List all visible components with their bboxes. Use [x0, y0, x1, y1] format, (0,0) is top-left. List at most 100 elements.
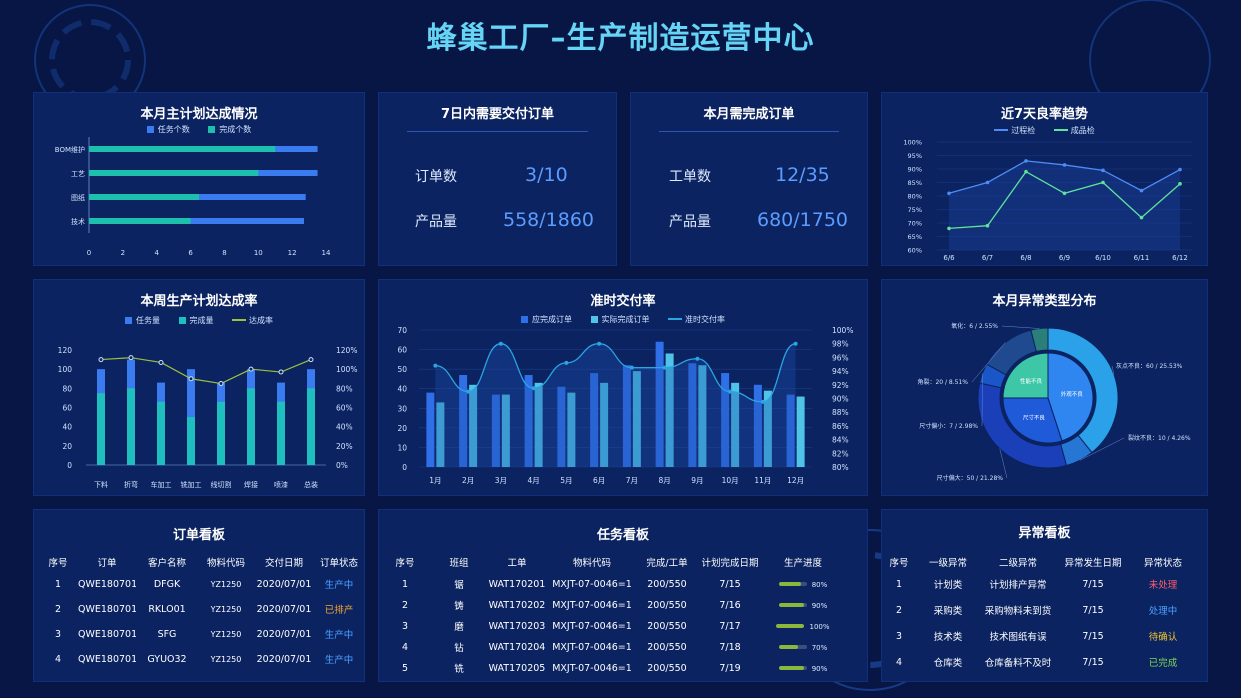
y2-tick-label: 100% [336, 365, 357, 374]
data-point [248, 366, 254, 372]
monthly-plan-panel: 本月主计划达成情况 任务个数 完成个数 0 2 4 6 8 10 12 14 BOM维护 工艺 图纸… [33, 92, 365, 266]
y2-tick-label: 84% [832, 436, 849, 445]
bar [217, 401, 225, 465]
table-row[interactable]: 3 QWE180701 SFG YZ1250 2020/07/01 生产中 [38, 627, 366, 642]
level2-anomaly: 仓库备料不及时 [984, 658, 1052, 669]
bar [665, 353, 674, 467]
data-point [629, 365, 634, 370]
x-tick-label: 2 [121, 249, 125, 257]
y2-tick-label: 94% [832, 367, 849, 376]
table-row[interactable]: 3 磨 WAT170203 MXJT-07-0046=1 200/550 7/17 100% [379, 619, 869, 634]
y-tick-label: 95% [908, 152, 922, 160]
bar [721, 373, 730, 467]
column-header: 序号 [48, 558, 68, 569]
column-header: 计划完成日期 [701, 558, 759, 569]
table-row[interactable]: 2 QWE180701 RKLO01 YZ1250 2020/07/01 已排产 [38, 602, 366, 617]
progress-track [776, 624, 805, 628]
x-tick-label: 6/7 [982, 254, 993, 262]
ontime-chart: 0 10 20 30 40 50 60 70 80% 82% 84% 86% 88% 90% 92% 94% 9… [397, 326, 853, 485]
yield-trend-chart: 60% 65% 70% 75% 80% 85% 90% 95% 100% 6/6 6/7 6/8 6/9… [903, 139, 1192, 262]
bar [89, 146, 276, 152]
progress-fill [776, 624, 805, 628]
data-point [158, 359, 164, 365]
work-order-value: 12/35 [775, 164, 830, 186]
table-row[interactable]: 5 铣 WAT170205 MXJT-07-0046=1 200/550 7/19 90% [379, 661, 869, 676]
y-tick-label: 85% [908, 179, 922, 187]
table-row[interactable]: 2 铸 WAT170202 MXJT-07-0046=1 200/550 7/16 90% [379, 598, 869, 613]
progress-percent: 80% [811, 580, 828, 589]
order-id: QWE180701 [78, 628, 136, 640]
table-row[interactable]: 1 计划类 计划排产异常 7/15 未处理 [882, 577, 1209, 592]
anomaly-type-panel: 本月异常类型分布 外观不良 尺寸不良 性能不良 灰点不良：60 / 25.53% 裂纹不… [881, 279, 1208, 496]
data-point [947, 226, 951, 231]
bar [567, 392, 576, 467]
page-title: 蜂巢工厂–生产制造运营中心 [426, 21, 815, 56]
progress-cell: 70% [763, 642, 843, 653]
column-header: 二级异常 [998, 558, 1037, 569]
table-row[interactable]: 4 钻 WAT170204 MXJT-07-0046=1 200/550 7/18 70% [379, 640, 869, 655]
order-count-value: 3/10 [525, 164, 568, 186]
month-orders-title: 本月需完成订单 [703, 107, 795, 122]
progress-cell: 90% [763, 663, 843, 674]
ontime-title: 准时交付率 [590, 294, 656, 309]
data-point [1062, 191, 1067, 196]
column-header: 一级异常 [928, 558, 967, 569]
customer-name: RKLO01 [148, 603, 186, 615]
table-row[interactable]: 4 仓库类 仓库备料不及时 7/15 已完成 [882, 655, 1209, 670]
order-id: QWE180701 [78, 603, 136, 615]
bar [89, 218, 304, 224]
level2-anomaly: 采购物料未到货 [984, 606, 1052, 617]
table-row[interactable]: 3 技术类 技术图纸有误 7/15 待确认 [882, 629, 1209, 644]
table-row[interactable]: 4 QWE180701 GYUO32 YZ1250 2020/07/01 生产中 [38, 652, 366, 667]
plan-date: 7/19 [719, 662, 741, 674]
level1-anomaly: 采购类 [933, 606, 963, 617]
x-tick-label: 6/9 [1059, 254, 1070, 262]
anomaly-status: 已完成 [1148, 658, 1178, 669]
bar [622, 365, 631, 467]
y2-tick-label: 20% [336, 442, 353, 451]
dashboard-header: 蜂巢工厂–生产制造运营中心 [0, 0, 1241, 80]
progress-track [778, 603, 807, 607]
product-count-label: 产品量 [415, 214, 457, 230]
bar [187, 369, 195, 465]
delivery-date: 2020/07/01 [256, 603, 312, 615]
table-row[interactable]: 1 锯 WAT170201 MXJT-07-0046=1 200/550 7/15 80% [379, 577, 869, 592]
y-tick-label: 30 [397, 404, 407, 413]
bar [157, 401, 165, 465]
table-row[interactable]: 2 采购类 采购物料未到货 7/15 处理中 [882, 603, 1209, 618]
row-number: 2 [895, 604, 903, 616]
column-header: 交付日期 [264, 558, 303, 569]
x-tick-label: 6/8 [1020, 254, 1031, 262]
x-tick-label: 6月 [593, 476, 605, 485]
progress-track [778, 582, 807, 586]
row-number: 3 [401, 620, 409, 632]
data-point [1139, 188, 1144, 193]
data-point [128, 355, 134, 361]
progress-fill [778, 666, 804, 670]
pie-label-line [1001, 325, 1040, 329]
data-point [466, 389, 471, 394]
product-count-label: 产品量 [669, 214, 711, 230]
title-divider [407, 131, 588, 132]
bar [277, 401, 285, 465]
row-number: 4 [54, 653, 62, 665]
team: 铣 [454, 664, 464, 675]
y-tick-label: 0 [67, 461, 72, 470]
y-tick-label: 40 [62, 423, 72, 432]
table-row[interactable]: 1 QWE180701 DFGK YZ1250 2020/07/01 生产中 [38, 577, 366, 592]
x-tick-label: 4月 [527, 476, 539, 485]
weekly-plan-title: 本周生产计划达成率 [140, 294, 258, 309]
progress-percent: 90% [811, 601, 828, 610]
anomaly-date: 7/15 [1082, 630, 1104, 642]
material-code: MXJT-07-0046=1 [552, 578, 632, 590]
data-point [278, 369, 284, 375]
data-point [433, 363, 438, 368]
y-tick-label: 100 [58, 365, 73, 374]
y-tick-label: 0 [402, 463, 407, 472]
x-tick-label: 线切割 [211, 480, 232, 489]
y-tick-label: 120 [58, 346, 73, 355]
y2-tick-label: 92% [832, 381, 849, 390]
data-point [498, 341, 503, 346]
